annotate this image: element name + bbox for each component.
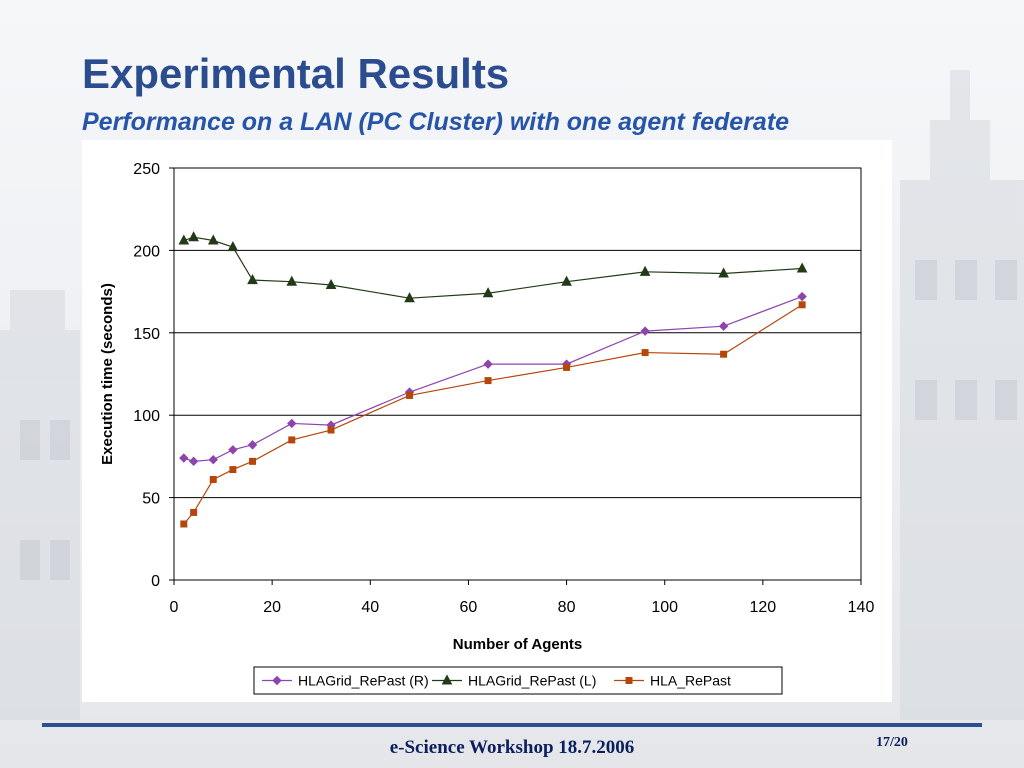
line-chart: 0 50 100 150 200 250 0 20 40 60 80 100 120 140 Execut… [99, 161, 874, 695]
slide-subtitle: Performance on a LAN (PC Cluster) with o… [82, 108, 790, 136]
data-point [796, 262, 808, 273]
data-point [798, 301, 806, 309]
legend-swatch-marker [625, 677, 633, 684]
data-point [718, 321, 729, 331]
data-point [227, 241, 239, 252]
legend-box [253, 666, 783, 695]
series-line [183, 304, 803, 525]
data-point [718, 267, 729, 278]
chart-panel: 0 50 100 150 200 250 0 20 40 60 80 100 120 140 Execut… [82, 140, 892, 702]
data-point [209, 475, 217, 483]
series-line [183, 236, 803, 299]
data-point [180, 520, 188, 528]
data-point [561, 275, 572, 286]
legend-item: HLA_RePast [614, 673, 731, 689]
footer-text: e-Science Workshop 18.7.2006 [389, 737, 635, 758]
x-tick-label: 60 [460, 599, 478, 616]
legend-swatch-marker [272, 675, 282, 686]
data-point [797, 291, 807, 302]
x-tick-label: 140 [848, 599, 875, 616]
x-tick-label: 100 [651, 599, 678, 616]
y-tick-label: 50 [142, 491, 160, 508]
axes: 0 50 100 150 200 250 0 20 40 60 80 100 120 140 [133, 161, 874, 616]
data-point [228, 445, 238, 455]
slide-title: Experimental Results [82, 50, 510, 97]
legend-item: HLAGrid_RePast (L) [432, 673, 596, 689]
page-number: 17/20 [876, 735, 908, 750]
data-point [190, 508, 198, 516]
data-point [229, 466, 237, 474]
data-point [247, 273, 258, 285]
series-2 [178, 231, 808, 303]
x-tick-label: 20 [263, 599, 281, 616]
data-point [563, 363, 571, 371]
y-tick-label: 100 [133, 408, 160, 425]
x-axis-label: Number of Agents [453, 636, 582, 653]
data-point [639, 265, 651, 276]
data-point [325, 278, 337, 290]
y-tick-label: 150 [133, 326, 160, 343]
series-line [183, 295, 803, 462]
legend-swatch-marker [441, 674, 453, 685]
data-point [288, 436, 296, 444]
series-1 [179, 291, 807, 467]
data-point [287, 418, 297, 429]
data-point [188, 456, 199, 467]
y-tick-label: 0 [151, 573, 160, 590]
data-point [720, 350, 728, 358]
series [178, 231, 808, 528]
data-point [484, 377, 492, 385]
legend-label: HLAGrid_RePast (L) [468, 673, 596, 689]
data-point [178, 234, 190, 245]
x-tick-label: 40 [361, 599, 379, 616]
data-point [641, 349, 649, 357]
y-tick-label: 250 [133, 161, 160, 178]
data-point [482, 287, 494, 298]
data-point [188, 231, 199, 242]
legend: HLAGrid_RePast (R) HLAGrid_RePast (L) HLA_… [253, 666, 783, 695]
data-point [404, 292, 415, 303]
data-point [286, 275, 298, 286]
data-point [207, 234, 219, 245]
data-point [208, 454, 218, 465]
data-point [247, 440, 258, 450]
legend-label: HLAGrid_RePast (R) [298, 673, 429, 689]
plot-area [173, 167, 862, 581]
data-point [249, 457, 257, 465]
data-point [483, 359, 493, 369]
y-tick-label: 200 [133, 243, 160, 260]
data-point [640, 326, 650, 336]
y-axis-label: Execution time (seconds) [99, 283, 116, 465]
x-tick-label: 120 [750, 599, 777, 616]
legend-item: HLAGrid_RePast (R) [262, 673, 429, 689]
legend-label: HLA_RePast [650, 673, 731, 689]
footer-divider [42, 723, 982, 727]
x-tick-label: 80 [558, 599, 576, 616]
data-point [327, 426, 335, 434]
series-3 [180, 301, 806, 528]
data-point [406, 391, 414, 399]
x-tick-label: 0 [170, 599, 179, 616]
data-point [179, 453, 189, 463]
